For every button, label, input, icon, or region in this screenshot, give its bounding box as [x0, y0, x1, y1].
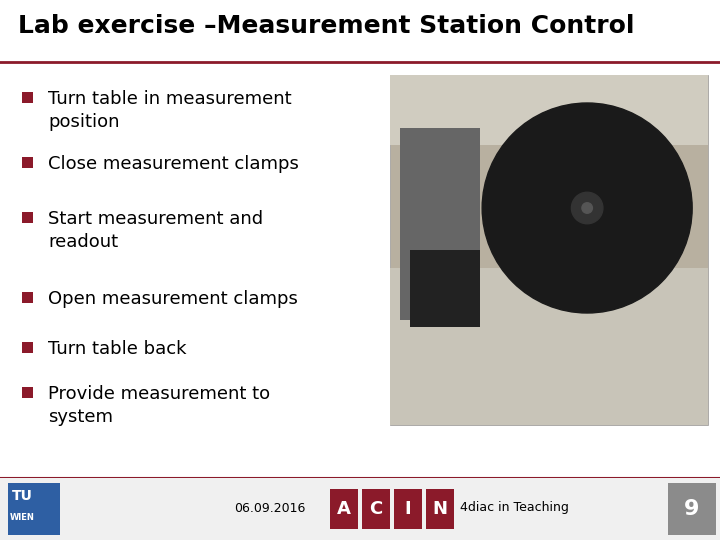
Bar — [390, 75, 708, 425]
Bar — [400, 127, 480, 320]
Bar — [22, 212, 33, 223]
Text: Lab exercise –Measurement Station Control: Lab exercise –Measurement Station Contro… — [18, 14, 634, 38]
Bar — [394, 489, 422, 529]
Bar — [668, 483, 716, 535]
Bar — [410, 250, 480, 327]
Bar — [0, 478, 720, 540]
Text: 9: 9 — [684, 499, 700, 519]
Bar — [8, 483, 60, 535]
Text: N: N — [433, 500, 448, 518]
Circle shape — [482, 103, 692, 313]
Text: Turn table back: Turn table back — [48, 340, 186, 358]
Bar — [22, 92, 33, 103]
Circle shape — [582, 202, 593, 213]
Text: 06.09.2016: 06.09.2016 — [234, 502, 306, 515]
Bar — [22, 292, 33, 303]
Text: TU: TU — [12, 489, 33, 503]
Text: 4diac in Teaching: 4diac in Teaching — [460, 502, 569, 515]
Text: Open measurement clamps: Open measurement clamps — [48, 290, 298, 308]
Text: A: A — [337, 500, 351, 518]
Bar — [390, 75, 708, 145]
Bar — [22, 157, 33, 168]
Text: I: I — [405, 500, 411, 518]
Text: Turn table in measurement
position: Turn table in measurement position — [48, 90, 292, 131]
Text: WIEN: WIEN — [10, 513, 35, 522]
Text: Provide measurement to
system: Provide measurement to system — [48, 385, 270, 426]
Bar — [22, 387, 33, 398]
Bar — [362, 489, 390, 529]
Bar — [330, 489, 358, 529]
Text: C: C — [369, 500, 382, 518]
Circle shape — [572, 192, 603, 224]
Text: Start measurement and
readout: Start measurement and readout — [48, 210, 263, 251]
Bar — [390, 267, 708, 425]
Text: Close measurement clamps: Close measurement clamps — [48, 155, 299, 173]
Bar — [426, 489, 454, 529]
Bar — [22, 342, 33, 353]
